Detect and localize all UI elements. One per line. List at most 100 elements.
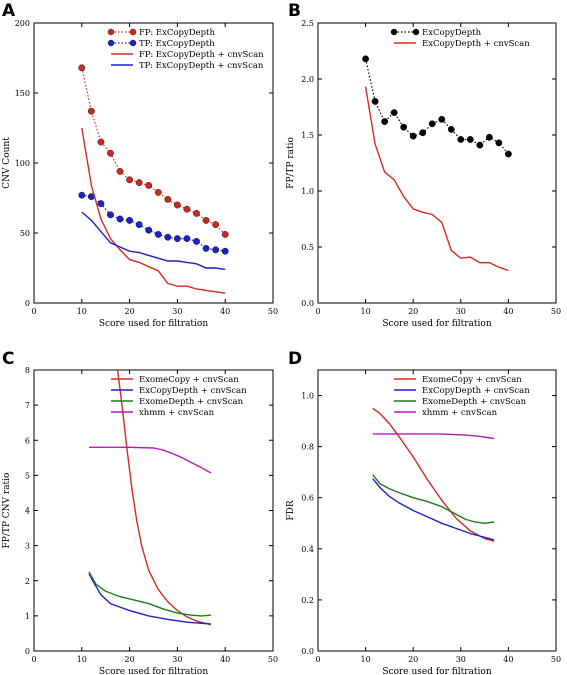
data-point: [154, 230, 162, 238]
x-tick-label: 40: [220, 307, 230, 316]
x-tick-label: 20: [125, 655, 135, 664]
x-tick-label: 20: [408, 655, 418, 664]
chart-panel-a: A 0 10 20 30 40 50 0 50 100 150 200 Score used for f…: [2, 1, 278, 329]
series-line-2: [372, 478, 495, 541]
y-tick-label: 0.6: [301, 494, 314, 503]
legend-entry: ExomeCopy + cnvScan: [422, 375, 522, 385]
x-tick-label: 10: [361, 307, 371, 316]
y-tick-label: 0.8: [301, 443, 314, 452]
data-point: [419, 129, 427, 137]
data-point: [476, 141, 484, 149]
x-tick-label: 20: [408, 307, 418, 316]
y-tick-label: 100: [15, 159, 30, 168]
y-tick-label: 0.0: [301, 299, 314, 308]
plot-frame: [317, 369, 557, 652]
data-point: [116, 215, 124, 223]
x-tick-label: 30: [172, 655, 182, 664]
data-point: [438, 115, 446, 123]
y-tick-label: 8: [25, 366, 30, 375]
panel-letter: D: [288, 349, 302, 369]
data-point: [428, 120, 436, 128]
x-tick-label: 40: [503, 655, 513, 664]
data-point: [97, 200, 105, 208]
x-tick-label: 0: [315, 307, 320, 316]
x-tick-label: 0: [315, 655, 320, 664]
data-point: [193, 209, 200, 217]
data-point: [409, 132, 417, 140]
x-tick-label: 30: [456, 307, 466, 316]
data-area: [362, 55, 512, 272]
panel-letter: C: [2, 349, 14, 369]
data-point: [135, 179, 143, 187]
x-tick-label: 30: [456, 655, 466, 664]
legend-marker: [412, 28, 420, 36]
x-axis-label: Score used for filtration: [382, 319, 491, 329]
data-point: [447, 125, 455, 133]
series-line-1: [372, 407, 495, 542]
data-point: [87, 107, 95, 115]
data-point: [135, 221, 143, 229]
legend-marker: [107, 39, 115, 47]
legend-entry: ExCopyDepth: [422, 28, 482, 38]
y-tick-label: 2.0: [301, 75, 314, 84]
data-point: [145, 226, 153, 234]
y-tick-label: 5: [25, 471, 30, 480]
x-tick-label: 50: [268, 307, 278, 316]
x-tick-label: 0: [31, 307, 36, 316]
x-tick-label: 40: [220, 655, 230, 664]
y-tick-label: 0.0: [301, 647, 314, 656]
legend-entry: FP: ExCopyDepth + cnvScan: [139, 50, 264, 60]
y-axis-label: FP/TP CNV ratio: [2, 473, 12, 549]
data-point: [183, 235, 191, 243]
series-line-3: [88, 571, 211, 617]
y-axis-label: FDR: [286, 500, 296, 520]
y-tick-label: 6: [25, 436, 30, 445]
series-line-4: [81, 211, 226, 271]
x-tick-label: 50: [551, 307, 561, 316]
x-axis-label: Score used for filtration: [99, 319, 208, 329]
data-point: [173, 235, 181, 243]
y-tick-label: 0.5: [301, 243, 314, 252]
data-point: [212, 221, 220, 229]
y-tick-label: 0.4: [301, 545, 314, 554]
series-line-2: [364, 86, 509, 272]
x-tick-label: 30: [172, 307, 182, 316]
data-point: [126, 216, 134, 224]
legend-entry: TP: ExCopyDepth: [139, 39, 215, 49]
data-point: [78, 64, 86, 72]
data-point: [466, 136, 474, 143]
data-point: [126, 176, 134, 184]
data-area: [78, 64, 229, 294]
chart-panel-d: D 0 10 20 30 40 50 0.0 0.2 0.4 0.6 0.8 1.0 Score used…: [286, 349, 561, 675]
data-point: [381, 118, 389, 125]
y-axis-label: CNV Count: [2, 137, 12, 189]
series-line-2: [88, 573, 211, 625]
y-tick-label: 0.2: [301, 596, 314, 605]
series-line-2: [81, 194, 226, 252]
y-axis-label: FP/TP ratio: [286, 137, 296, 189]
x-tick-label: 10: [77, 655, 87, 664]
y-tick-label: 200: [15, 19, 30, 28]
data-point: [173, 201, 181, 209]
y-tick-label: 1.5: [301, 131, 314, 140]
x-tick-label: 10: [361, 655, 371, 664]
y-tick-label: 1.0: [301, 187, 314, 196]
y-tick-label: 0: [25, 299, 30, 308]
data-point: [504, 150, 512, 158]
data-point: [107, 149, 114, 157]
y-tick-label: 4: [25, 507, 30, 516]
x-axis-label: Score used for filtration: [382, 667, 491, 675]
y-tick-label: 2.5: [301, 19, 314, 28]
x-axis-label: Score used for filtration: [99, 667, 208, 675]
legend-marker: [390, 28, 398, 36]
data-area: [372, 407, 495, 542]
plot-frame: [317, 22, 557, 304]
data-point: [400, 123, 408, 131]
y-tick-label: 50: [20, 229, 30, 238]
series-line-4: [89, 446, 212, 474]
data-area: [88, 370, 212, 626]
data-point: [202, 244, 210, 252]
series-line-3: [81, 127, 226, 294]
data-point: [164, 195, 172, 203]
